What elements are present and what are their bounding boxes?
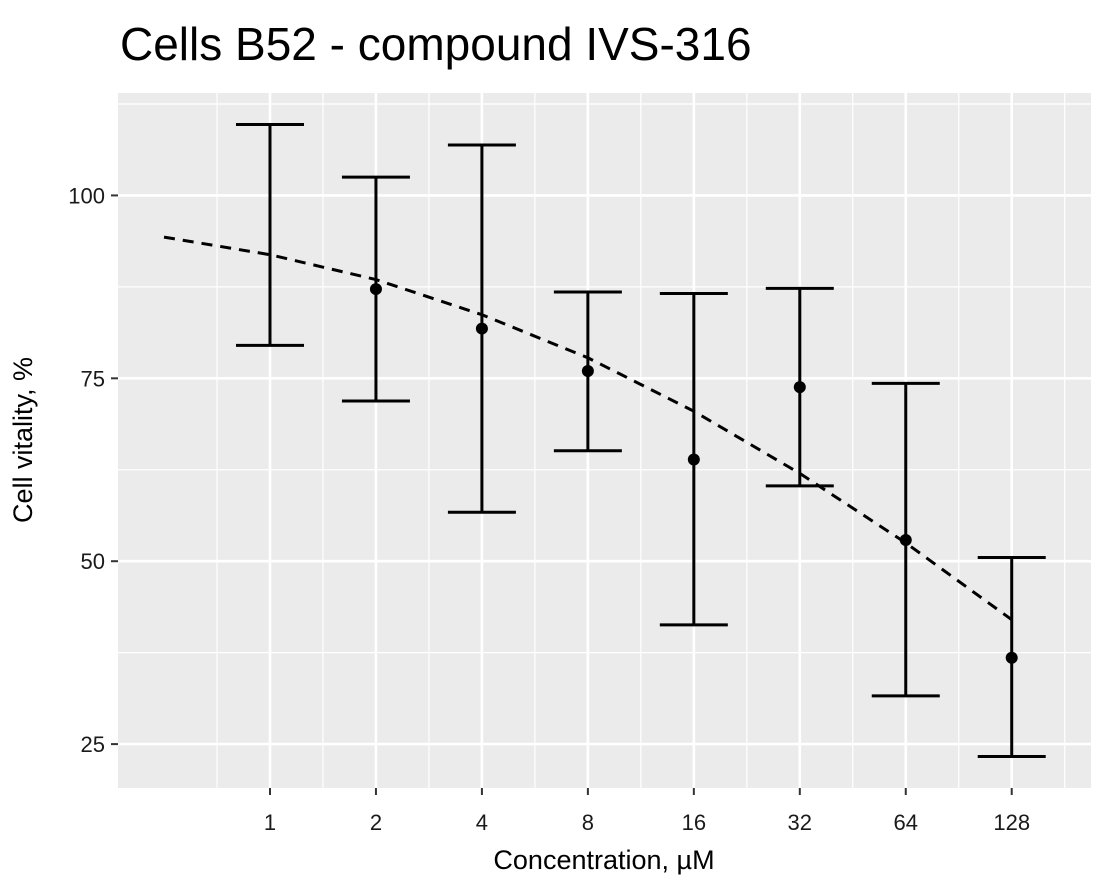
data-point xyxy=(1005,651,1018,664)
x-tick-label: 32 xyxy=(788,810,812,835)
data-points xyxy=(369,283,1018,664)
x-tick-label: 2 xyxy=(370,810,382,835)
y-tick-label: 75 xyxy=(81,366,105,391)
x-tick-label: 16 xyxy=(682,810,706,835)
axis-ticks: 1 2 4 8 16 32 64 128 25 50 75 100 xyxy=(68,183,1030,835)
x-axis-title: Concentration, µM xyxy=(493,845,714,875)
plot-panel xyxy=(118,93,1091,788)
x-tick-label: 8 xyxy=(582,810,594,835)
y-tick-label: 25 xyxy=(81,732,105,757)
y-tick-label: 100 xyxy=(68,183,105,208)
error-bar xyxy=(235,122,304,347)
data-point xyxy=(475,322,488,335)
x-tick-label: 4 xyxy=(476,810,488,835)
x-tick-label: 64 xyxy=(894,810,918,835)
x-tick-label: 128 xyxy=(993,810,1030,835)
x-tick-label: 1 xyxy=(264,810,276,835)
data-point xyxy=(687,453,700,466)
data-point xyxy=(793,381,806,394)
grid-minor xyxy=(118,93,1091,788)
data-point xyxy=(369,283,382,296)
y-tick-label: 50 xyxy=(81,549,105,574)
data-point xyxy=(899,533,912,546)
y-axis-title: Cell vitality, % xyxy=(8,357,38,523)
data-point xyxy=(581,365,594,377)
chart-title: Cells B52 - compound IVS-316 xyxy=(120,18,752,70)
